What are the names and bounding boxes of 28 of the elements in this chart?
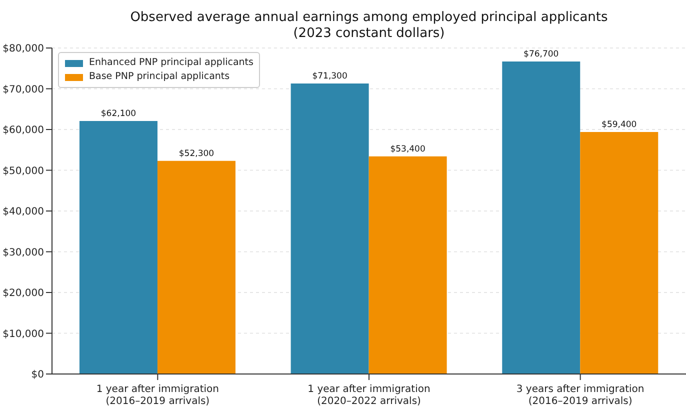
chart-title: Observed average annual earnings among employed principal applicants <box>129 10 609 26</box>
x-tick-label: 1 year after immigration (2020–2022 arrivals) <box>308 384 430 406</box>
legend-label: Base PNP principal applicants <box>89 70 230 84</box>
data-label: $59,400 <box>602 120 637 130</box>
y-tick-label: $30,000 <box>2 247 44 258</box>
data-label: $76,700 <box>524 49 559 60</box>
y-tick-label: $40,000 <box>2 206 44 218</box>
y-tick-label: $20,000 <box>2 288 44 300</box>
bar <box>157 160 236 374</box>
legend-label: Enhanced PNP principal applicants <box>89 56 254 70</box>
bar <box>502 61 580 374</box>
bar <box>368 156 447 374</box>
x-tick-label: 3 years after immigration (2016–2019 arrivals) <box>516 384 644 406</box>
y-tick-label: $60,000 <box>2 125 44 136</box>
bar <box>79 120 158 374</box>
bar <box>580 132 658 374</box>
data-label: $71,300 <box>312 71 348 82</box>
x-tick-label: 1 year after immigration (2016–2019 arrivals) <box>96 384 219 406</box>
data-label: $53,400 <box>390 144 426 154</box>
data-label: $52,300 <box>178 148 214 159</box>
y-tick-label: $80,000 <box>2 44 44 55</box>
chart-subtitle: (2023 constant dollars) <box>292 26 446 42</box>
y-tick-label: $70,000 <box>2 84 44 96</box>
y-tick-label: $50,000 <box>2 166 44 177</box>
data-label: $62,100 <box>100 108 136 119</box>
y-tick-label: $10,000 <box>2 328 44 340</box>
y-tick-label: $0 <box>31 370 44 381</box>
bar <box>290 83 369 374</box>
